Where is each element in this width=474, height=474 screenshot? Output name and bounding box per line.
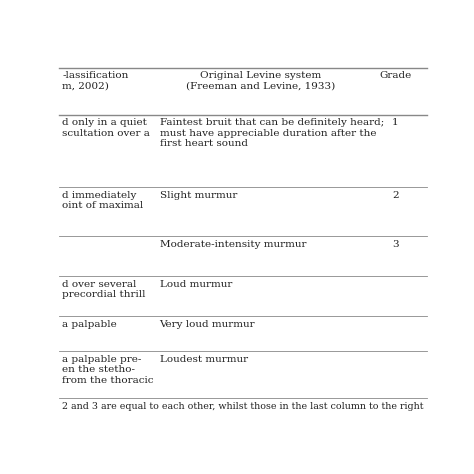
Text: Slight murmur: Slight murmur [160,191,237,200]
Text: d immediately
oint of maximal: d immediately oint of maximal [62,191,144,210]
Text: Very loud murmur: Very loud murmur [160,320,255,329]
Text: -lassification
m, 2002): -lassification m, 2002) [62,72,128,91]
Text: Grade: Grade [379,72,411,81]
Text: Original Levine system
(Freeman and Levine, 1933): Original Levine system (Freeman and Levi… [186,72,335,91]
Text: Moderate-intensity murmur: Moderate-intensity murmur [160,240,306,249]
Text: Loudest murmur: Loudest murmur [160,355,247,364]
Text: Faintest bruit that can be definitely heard;
must have appreciable duration afte: Faintest bruit that can be definitely he… [160,118,384,148]
Text: d over several
precordial thrill: d over several precordial thrill [62,280,146,300]
Text: 2 and 3 are equal to each other, whilst those in the last column to the right ar: 2 and 3 are equal to each other, whilst … [62,402,442,411]
Text: 3: 3 [392,240,399,249]
Text: 2: 2 [392,191,399,200]
Text: Loud murmur: Loud murmur [160,280,232,289]
Text: a palpable: a palpable [62,320,117,329]
Text: d only in a quiet
scultation over a: d only in a quiet scultation over a [62,118,150,138]
Text: a palpable pre-
en the stetho-
from the thoracic: a palpable pre- en the stetho- from the … [62,355,154,385]
Text: 1: 1 [392,118,399,128]
